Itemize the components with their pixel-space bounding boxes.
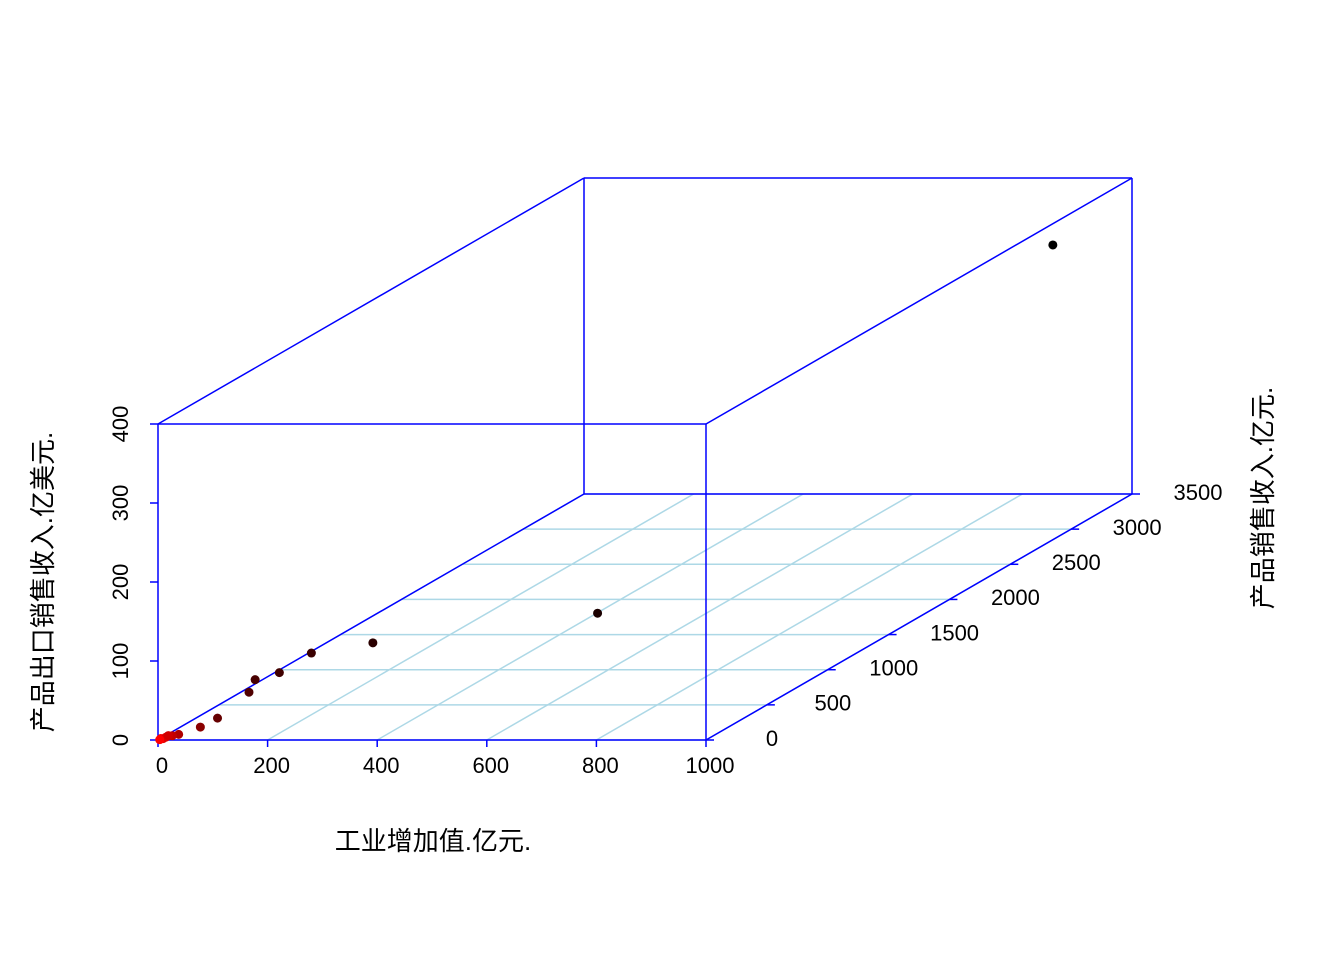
x-tick-label: 1000 (686, 753, 735, 778)
point (250, 675, 260, 685)
x-tick-label: 600 (472, 753, 509, 778)
z-tick-label: 300 (108, 485, 133, 522)
x-tick-label: 800 (582, 753, 619, 778)
point (306, 648, 316, 658)
z-axis-label: 产品出口销售收入.亿美元. (28, 432, 58, 732)
point (368, 638, 378, 648)
z-tick-label: 400 (108, 406, 133, 443)
y-tick-label: 3000 (1113, 515, 1162, 540)
grid-line (376, 493, 804, 741)
grid-line (596, 493, 1023, 741)
box-edge (705, 177, 1133, 425)
x-tick-label: 400 (363, 753, 400, 778)
z-tick-label: 100 (108, 643, 133, 680)
y-tick-label: 2500 (1052, 550, 1101, 575)
y-tick-label: 1000 (869, 656, 918, 681)
box-edge (157, 177, 585, 425)
box-edge (157, 493, 585, 741)
point (593, 608, 603, 618)
x-axis-label: 工业增加值.亿元. (335, 826, 531, 856)
y-tick-label: 3500 (1174, 480, 1223, 505)
point (195, 722, 205, 732)
x-tick-label: 200 (253, 753, 290, 778)
z-tick-label: 0 (108, 734, 133, 746)
point (155, 735, 165, 745)
point (163, 731, 173, 741)
z-tick-label: 200 (108, 564, 133, 601)
grid-line (486, 493, 914, 741)
y-axis-label: 产品销售收入.亿元. (1248, 387, 1278, 609)
y-tick-label: 500 (814, 691, 851, 716)
point (274, 668, 284, 678)
y-tick-label: 0 (766, 726, 778, 751)
y-tick-label: 1500 (930, 620, 979, 645)
point (1048, 240, 1058, 250)
grid-line (267, 493, 694, 741)
y-tick-label: 2000 (991, 585, 1040, 610)
point (213, 713, 223, 723)
point (244, 687, 254, 697)
x-tick-label: 0 (156, 753, 168, 778)
box-edge (705, 493, 1133, 741)
